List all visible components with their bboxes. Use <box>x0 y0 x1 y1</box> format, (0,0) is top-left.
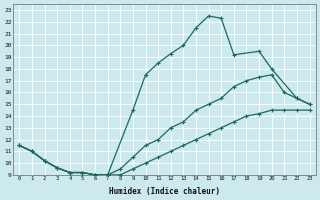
X-axis label: Humidex (Indice chaleur): Humidex (Indice chaleur) <box>109 187 220 196</box>
